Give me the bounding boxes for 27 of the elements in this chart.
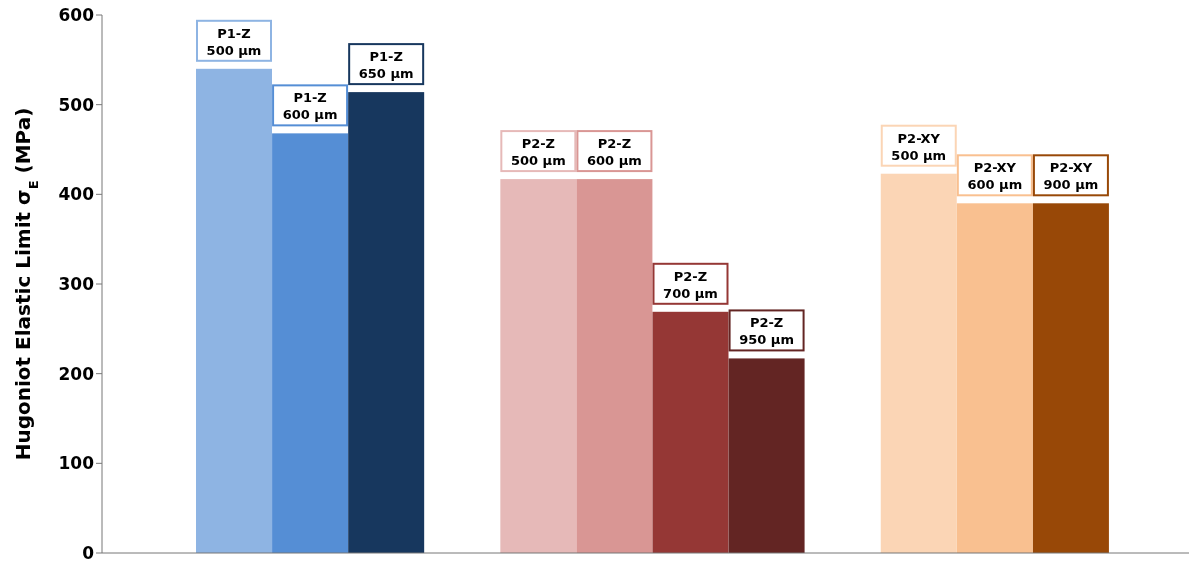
bar [348, 92, 425, 553]
x-tick-label: P2-Z 950 µm [739, 315, 794, 348]
y-tick-label: 400 [58, 184, 95, 205]
x-tick-label: P2-XY 600 µm [967, 160, 1023, 193]
x-tick-label: P2-Z 600 µm [587, 136, 642, 169]
y-tick-label: 200 [58, 363, 95, 384]
bar [956, 203, 1033, 553]
bar [500, 179, 577, 553]
x-tick-label: P2-XY 900 µm [1043, 160, 1099, 193]
x-tick-label: P1-Z 600 µm [282, 90, 338, 123]
bar [272, 133, 349, 553]
x-tick-label: P1-Z 650 µm [358, 49, 414, 82]
bar [576, 179, 653, 553]
y-tick-label: 300 [58, 274, 95, 295]
y-tick-label: 500 [58, 94, 95, 115]
y-tick-label: 100 [58, 453, 95, 474]
x-tick-label: P2-Z 500 µm [510, 136, 566, 169]
bar [880, 173, 957, 553]
bar [196, 68, 272, 553]
x-tick-label: P1-Z 500 µm [206, 25, 262, 58]
bar [652, 311, 729, 553]
bar [728, 358, 805, 553]
x-tick-label: P2-XY 500 µm [891, 130, 947, 163]
y-tick-label: 600 [58, 5, 95, 26]
bar [1032, 203, 1109, 553]
x-tick-label: P2-Z 700 µm [663, 268, 718, 301]
y-tick-label: 0 [82, 543, 95, 564]
